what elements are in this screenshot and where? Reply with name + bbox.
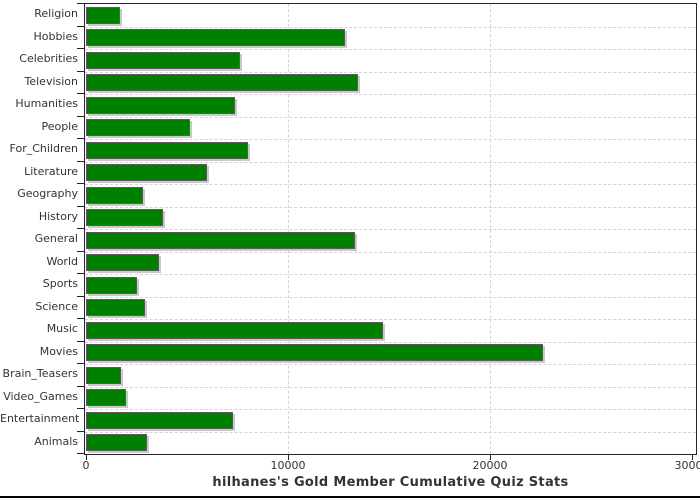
- row-separator: [85, 116, 696, 118]
- y-axis-label: History: [38, 209, 78, 223]
- bar-people: [86, 119, 190, 136]
- y-axis-label: Television: [24, 74, 79, 88]
- row-separator: [85, 26, 696, 28]
- y-axis-label: For_Children: [9, 142, 78, 155]
- row-separator: [85, 161, 696, 163]
- row-separator: [85, 229, 696, 230]
- y-axis-label: Geography: [17, 187, 78, 200]
- row-separator: [85, 341, 696, 343]
- y-axis-tick: [77, 340, 84, 342]
- y-axis-tick: [77, 93, 84, 94]
- bar-world: [86, 254, 159, 271]
- bar-entertainment: [86, 411, 233, 429]
- row-separator: [85, 319, 696, 320]
- row-separator: [85, 386, 696, 388]
- y-axis-tick: [77, 430, 84, 432]
- y-axis-label: Science: [35, 299, 78, 313]
- bar-science: [86, 299, 145, 316]
- y-axis-tick: [77, 115, 84, 117]
- y-axis-tick: [77, 385, 84, 387]
- x-axis-tick-label: 30000: [674, 459, 700, 472]
- row-separator: [85, 274, 696, 275]
- bar-humanities: [86, 96, 235, 114]
- bar-hobbies: [86, 29, 345, 46]
- x-axis-tick: [86, 455, 87, 460]
- y-axis-tick: [77, 205, 84, 207]
- y-axis-tick: [77, 3, 84, 4]
- y-axis-label: People: [41, 119, 78, 133]
- y-axis-tick: [77, 318, 84, 319]
- x-axis-tick-label: 20000: [472, 459, 508, 472]
- x-axis-tick: [490, 455, 491, 460]
- bar-animals: [86, 434, 147, 451]
- y-axis-tick: [77, 25, 84, 27]
- row-separator: [85, 184, 696, 185]
- bar-sports: [86, 276, 137, 294]
- row-separator: [85, 431, 696, 433]
- y-axis-label: Music: [46, 322, 78, 335]
- y-axis-tick: [77, 48, 84, 49]
- y-axis-label: Literature: [24, 164, 78, 178]
- y-axis-label: Sports: [42, 277, 78, 290]
- y-axis-label: World: [46, 254, 78, 268]
- y-axis-tick: [77, 408, 84, 409]
- y-axis-tick: [77, 70, 84, 72]
- bar-general: [86, 231, 355, 249]
- bottom-rule: [0, 496, 700, 498]
- row-separator: [85, 139, 696, 140]
- bar-music: [86, 321, 383, 339]
- row-separator: [85, 364, 696, 365]
- row-separator: [85, 206, 696, 208]
- bar-religion: [86, 6, 120, 24]
- y-axis-label: Movies: [39, 344, 78, 358]
- bar-history: [86, 209, 163, 226]
- y-axis-label: Hobbies: [33, 29, 78, 43]
- bar-brain_teasers: [86, 366, 121, 384]
- y-axis-label: Animals: [34, 434, 78, 448]
- y-axis-label: Religion: [34, 7, 78, 20]
- y-axis-tick: [77, 228, 84, 229]
- y-axis-label: General: [34, 232, 78, 245]
- y-axis-label: Brain_Teasers: [2, 367, 78, 380]
- bar-movies: [86, 344, 543, 361]
- bar-literature: [86, 164, 207, 181]
- row-separator: [85, 94, 696, 95]
- y-axis-tick: [77, 453, 84, 454]
- y-axis-tick: [77, 183, 84, 184]
- row-separator: [85, 409, 696, 410]
- y-axis-label: Entertainment: [0, 412, 80, 425]
- bar-video_games: [86, 389, 126, 406]
- bar-for_children: [86, 141, 248, 159]
- x-axis-tick-label: 10000: [270, 459, 306, 472]
- x-axis-tick: [692, 455, 693, 460]
- row-separator: [85, 296, 696, 298]
- y-axis-tick: [77, 160, 84, 162]
- y-axis-tick: [77, 138, 84, 139]
- chart-title: hilhanes's Gold Member Cumulative Quiz S…: [212, 475, 569, 490]
- row-separator: [85, 49, 696, 50]
- bar-television: [86, 74, 358, 91]
- plot-area: [84, 3, 697, 455]
- bar-celebrities: [86, 51, 240, 69]
- y-axis-tick: [77, 250, 84, 252]
- bar-geography: [86, 186, 143, 204]
- row-separator: [85, 251, 696, 253]
- x-axis-tick: [288, 455, 289, 460]
- y-axis-tick: [77, 273, 84, 274]
- y-axis-label: Humanities: [15, 97, 78, 110]
- x-axis-tick-label: 0: [82, 459, 90, 472]
- y-axis-label: Video_Games: [3, 389, 78, 403]
- y-axis-label: Celebrities: [19, 52, 78, 65]
- row-separator: [85, 71, 696, 73]
- y-axis-tick: [77, 363, 84, 364]
- y-axis-tick: [77, 295, 84, 297]
